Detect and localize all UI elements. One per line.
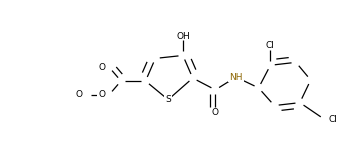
Text: O: O	[76, 90, 83, 99]
Text: O: O	[76, 90, 83, 99]
Text: Cl: Cl	[266, 41, 275, 50]
Text: OH: OH	[176, 32, 190, 41]
Text: O: O	[98, 90, 105, 99]
Text: O: O	[212, 108, 219, 117]
Text: O: O	[98, 63, 105, 72]
Text: Cl: Cl	[328, 115, 337, 124]
Text: NH: NH	[229, 73, 243, 82]
Text: S: S	[165, 95, 171, 104]
